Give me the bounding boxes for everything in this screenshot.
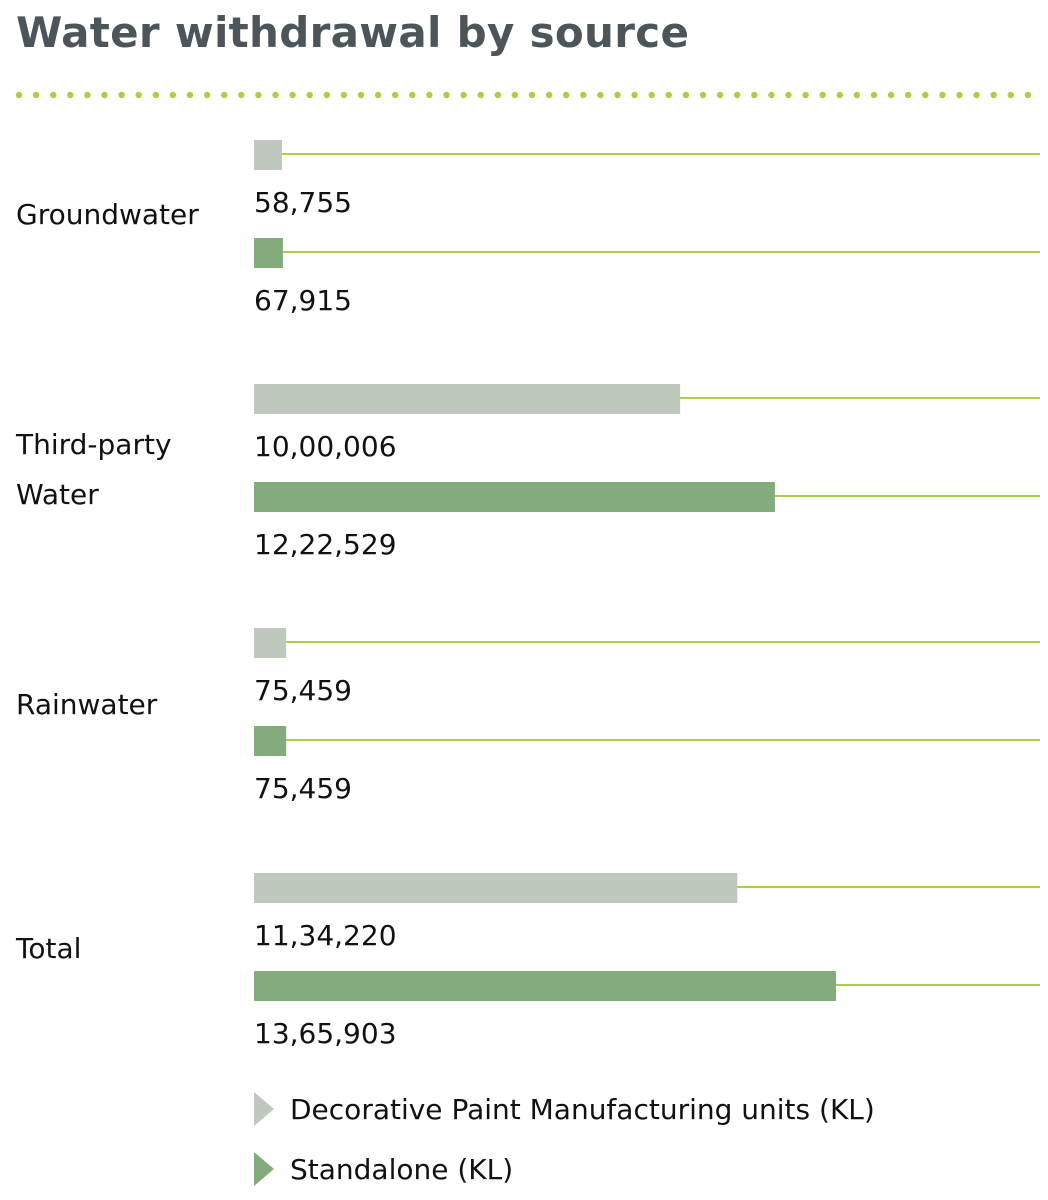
divider-dot xyxy=(169,91,177,99)
bar-standalone xyxy=(254,971,836,1001)
divider-dot xyxy=(374,91,382,99)
divider-dot xyxy=(477,91,484,99)
divider-dot xyxy=(1007,91,1014,99)
divider-dot xyxy=(973,91,980,99)
divider-dot xyxy=(340,91,348,99)
legend-item-decorative: Decorative Paint Manufacturing units (KL… xyxy=(254,1092,875,1126)
bar-chart: 58,755 10,00,006 75,459 11,34,220 67,915 12,2… xyxy=(254,140,1040,1050)
data-label: 12,22,529 xyxy=(254,528,397,561)
divider-dot xyxy=(255,91,262,99)
divider-dot xyxy=(323,91,330,99)
divider-dot xyxy=(956,91,963,99)
legend-item-standalone: Standalone (KL) xyxy=(254,1152,513,1186)
title-divider xyxy=(15,91,1032,99)
divider-dot xyxy=(238,91,245,99)
divider-dot xyxy=(15,91,23,99)
divider-dot xyxy=(67,91,74,99)
divider-dot xyxy=(819,91,826,99)
divider-dot xyxy=(186,91,194,99)
divider-dot xyxy=(870,91,878,99)
divider-dot xyxy=(648,91,655,99)
divider-dot xyxy=(682,91,690,99)
divider-dot xyxy=(614,91,621,99)
bar-decorative xyxy=(254,628,287,658)
divider-dot xyxy=(289,91,296,99)
data-label: 58,755 xyxy=(254,186,352,219)
bar-standalone xyxy=(254,726,287,756)
divider-dot xyxy=(84,91,91,99)
divider-dot xyxy=(409,91,416,99)
bar-decorative xyxy=(254,384,681,414)
divider-dot xyxy=(734,91,741,99)
legend-marker-icon xyxy=(254,1152,274,1186)
category-label-groundwater: Groundwater xyxy=(16,198,199,231)
bar-standalone xyxy=(254,238,283,268)
divider-dot xyxy=(905,91,912,99)
data-label: 13,65,903 xyxy=(254,1017,397,1050)
divider-dot xyxy=(990,91,997,99)
divider-dot xyxy=(545,91,553,99)
divider-dot xyxy=(203,91,211,99)
divider-dot xyxy=(152,91,159,99)
divider-dot xyxy=(50,91,57,99)
divider-dot xyxy=(939,91,946,99)
divider-dot xyxy=(597,91,604,99)
divider-dot xyxy=(563,91,570,99)
divider-dot xyxy=(887,91,895,99)
divider-dot xyxy=(221,91,228,99)
divider-dot xyxy=(32,91,40,99)
divider-dot xyxy=(802,91,809,99)
divider-dot xyxy=(101,91,108,99)
legend-label: Standalone (KL) xyxy=(290,1152,514,1186)
legend-marker-icon xyxy=(254,1092,274,1126)
divider-dot xyxy=(460,91,467,99)
chart-title: Water withdrawal by source xyxy=(16,8,690,57)
divider-dot xyxy=(528,91,536,99)
divider-dot xyxy=(716,91,724,99)
divider-dot xyxy=(272,91,279,99)
divider-dot xyxy=(922,91,929,99)
divider-dot xyxy=(631,91,638,99)
bar-standalone xyxy=(254,482,775,512)
bar-decorative xyxy=(254,140,282,170)
divider-dot xyxy=(580,91,587,99)
divider-dot xyxy=(768,91,775,99)
divider-dot xyxy=(392,91,399,99)
data-label: 67,915 xyxy=(254,284,352,317)
divider-dot xyxy=(443,91,450,99)
divider-dot xyxy=(751,91,758,99)
data-label: 10,00,006 xyxy=(254,430,397,463)
divider-dot xyxy=(135,91,142,99)
data-label: 75,459 xyxy=(254,772,352,805)
divider-dot xyxy=(785,91,792,99)
legend-label: Decorative Paint Manufacturing units (KL… xyxy=(290,1092,875,1126)
category-label-rainwater: Rainwater xyxy=(16,688,158,721)
divider-dot xyxy=(1024,91,1032,99)
divider-dot xyxy=(118,91,125,99)
category-label-third-party-water: Third-party Water xyxy=(16,428,172,511)
divider-dot xyxy=(357,91,365,99)
divider-dot xyxy=(665,91,672,99)
divider-dot xyxy=(426,91,433,99)
bar-decorative xyxy=(254,873,738,903)
divider-dot xyxy=(306,91,313,99)
divider-dot xyxy=(494,91,501,99)
divider-dot xyxy=(511,91,519,99)
divider-dot xyxy=(699,91,707,99)
divider-dot xyxy=(853,91,861,99)
divider-dot xyxy=(836,91,843,99)
category-label-total: Total xyxy=(16,932,82,965)
data-label: 11,34,220 xyxy=(254,919,397,952)
data-label: 75,459 xyxy=(254,674,352,707)
